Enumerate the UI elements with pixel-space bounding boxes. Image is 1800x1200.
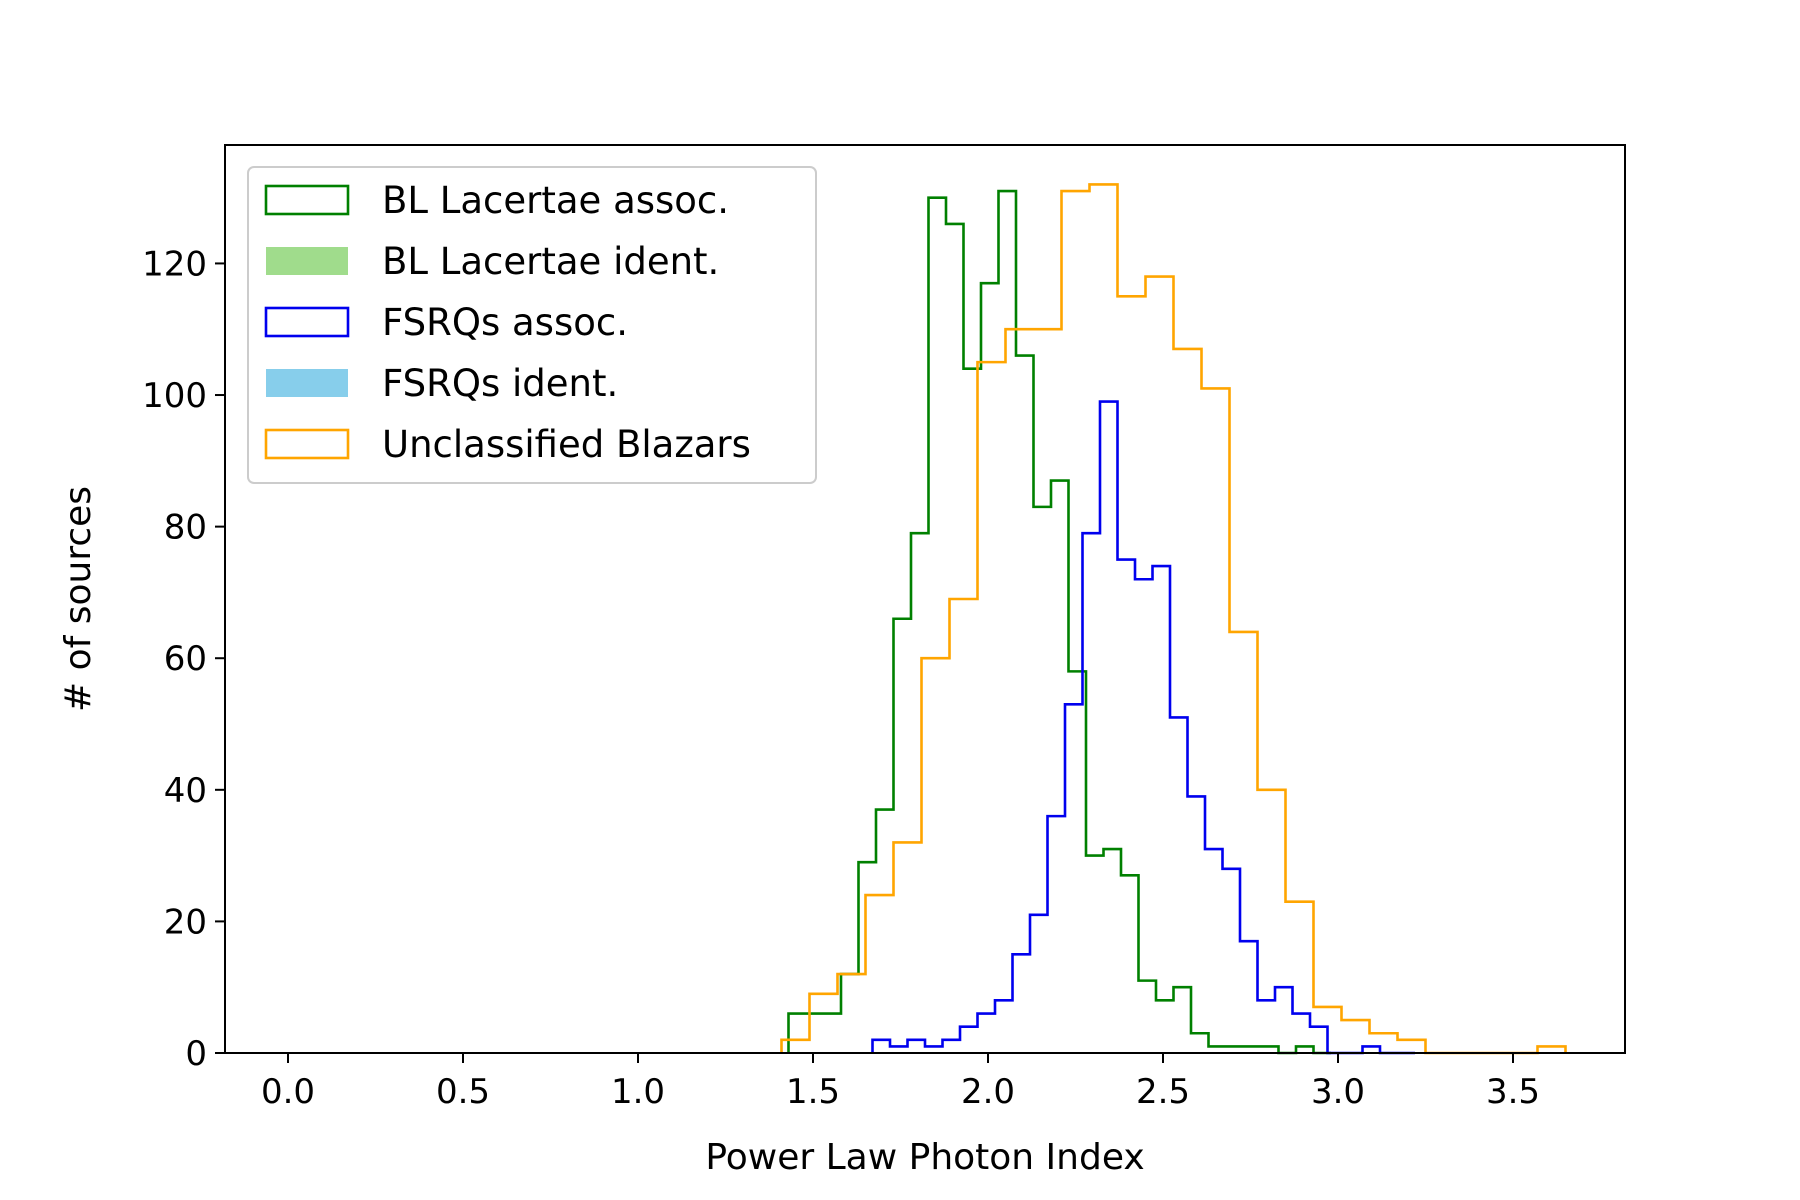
x-tick-label: 0.0 (261, 1072, 315, 1112)
y-axis-ticks: 0 20 40 60 80 100 120 (142, 244, 225, 1074)
legend-swatch-bl-lacertae-assoc (264, 184, 350, 216)
x-tick-label: 1.0 (611, 1072, 665, 1112)
x-tick-label: 2.0 (961, 1072, 1015, 1112)
legend: BL Lacertae assoc. BL Lacertae ident. FSRQ… (247, 166, 817, 484)
series-fsrqs-assoc-step (871, 400, 1415, 1055)
x-tick-label: 3.5 (1486, 1072, 1540, 1112)
legend-swatch-fsrqs-ident (266, 369, 348, 397)
legend-label-fsrqs-ident: FSRQs ident. (382, 362, 618, 405)
legend-swatch-fsrqs-assoc (264, 306, 350, 338)
series-bl-lacertae-assoc-step (787, 189, 1331, 1055)
x-tick-label: 2.5 (1136, 1072, 1190, 1112)
series-layer (780, 183, 1567, 1055)
legend-label-bl-lacertae-ident: BL Lacertae ident. (382, 240, 719, 283)
y-tick-label: 80 (164, 508, 207, 548)
x-axis-ticks: 0.0 0.5 1.0 1.5 2.0 2.5 3.0 3.5 (261, 1053, 1540, 1112)
y-axis-label: # of sources (58, 486, 99, 712)
y-tick-label: 20 (164, 902, 207, 942)
x-tick-label: 0.5 (436, 1072, 490, 1112)
series-unclassified-blazars-step (780, 183, 1567, 1055)
legend-box (247, 166, 817, 484)
x-axis-label: Power Law Photon Index (705, 1137, 1144, 1178)
legend-label-unclassified-blazars: Unclassified Blazars (382, 423, 751, 466)
legend-label-bl-lacertae-assoc: BL Lacertae assoc. (382, 179, 729, 222)
plot-frame (224, 144, 1626, 1054)
y-tick-label: 60 (164, 639, 207, 679)
x-tick-label: 1.5 (786, 1072, 840, 1112)
legend-swatch-unclassified-blazars (264, 428, 350, 460)
y-tick-label: 120 (142, 244, 207, 284)
legend-label-fsrqs-assoc: FSRQs assoc. (382, 301, 628, 344)
y-tick-label: 100 (142, 376, 207, 416)
legend-swatch-bl-lacertae-ident (266, 247, 348, 275)
y-tick-label: 0 (185, 1034, 207, 1074)
y-tick-label: 40 (164, 771, 207, 811)
x-tick-label: 3.0 (1311, 1072, 1365, 1112)
